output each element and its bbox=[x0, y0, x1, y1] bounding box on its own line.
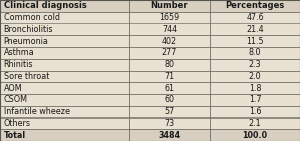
Bar bbox=[0, 94, 129, 106]
Bar bbox=[210, 35, 300, 47]
Bar bbox=[129, 59, 210, 70]
Bar bbox=[210, 129, 300, 141]
Text: 2.0: 2.0 bbox=[249, 72, 261, 81]
Bar bbox=[129, 106, 210, 117]
Bar bbox=[0, 70, 129, 82]
Text: Infantile wheeze: Infantile wheeze bbox=[4, 107, 70, 116]
Text: 277: 277 bbox=[162, 48, 177, 57]
Text: Total: Total bbox=[4, 131, 26, 140]
Text: 2.1: 2.1 bbox=[249, 119, 261, 128]
Bar bbox=[210, 106, 300, 117]
Text: 47.6: 47.6 bbox=[246, 13, 264, 22]
Text: 60: 60 bbox=[164, 95, 175, 104]
Bar bbox=[0, 24, 129, 35]
Bar bbox=[210, 0, 300, 12]
Text: 1.7: 1.7 bbox=[249, 95, 261, 104]
Bar bbox=[0, 12, 129, 24]
Bar bbox=[0, 47, 129, 59]
Bar bbox=[0, 82, 129, 94]
Text: Sore throat: Sore throat bbox=[4, 72, 49, 81]
Bar bbox=[129, 94, 210, 106]
Text: Clinical diagnosis: Clinical diagnosis bbox=[4, 1, 86, 10]
Bar bbox=[129, 35, 210, 47]
Text: 8.0: 8.0 bbox=[249, 48, 261, 57]
Bar bbox=[129, 12, 210, 24]
Bar bbox=[129, 0, 210, 12]
Bar bbox=[210, 47, 300, 59]
Text: 73: 73 bbox=[164, 119, 175, 128]
Text: 71: 71 bbox=[164, 72, 175, 81]
Text: 1.8: 1.8 bbox=[249, 84, 261, 93]
Bar bbox=[210, 59, 300, 70]
Bar bbox=[210, 117, 300, 129]
Text: Rhinitis: Rhinitis bbox=[4, 60, 33, 69]
Bar bbox=[129, 24, 210, 35]
Bar bbox=[129, 47, 210, 59]
Text: Common cold: Common cold bbox=[4, 13, 60, 22]
Bar bbox=[0, 59, 129, 70]
Text: AOM: AOM bbox=[4, 84, 22, 93]
Bar bbox=[0, 129, 129, 141]
Text: CSOM: CSOM bbox=[4, 95, 28, 104]
Text: Others: Others bbox=[4, 119, 31, 128]
Text: Asthma: Asthma bbox=[4, 48, 34, 57]
Bar bbox=[210, 24, 300, 35]
Bar bbox=[210, 94, 300, 106]
Text: 100.0: 100.0 bbox=[242, 131, 268, 140]
Text: 11.5: 11.5 bbox=[246, 37, 264, 46]
Bar bbox=[129, 82, 210, 94]
Bar bbox=[0, 0, 129, 12]
Bar bbox=[0, 117, 129, 129]
Bar bbox=[129, 129, 210, 141]
Text: 21.4: 21.4 bbox=[246, 25, 264, 34]
Bar bbox=[210, 70, 300, 82]
Bar bbox=[210, 12, 300, 24]
Text: Percentages: Percentages bbox=[225, 1, 285, 10]
Text: 3484: 3484 bbox=[158, 131, 181, 140]
Text: 61: 61 bbox=[164, 84, 175, 93]
Text: Bronchiolitis: Bronchiolitis bbox=[4, 25, 53, 34]
Bar bbox=[129, 117, 210, 129]
Text: 744: 744 bbox=[162, 25, 177, 34]
Bar bbox=[0, 35, 129, 47]
Text: 1.6: 1.6 bbox=[249, 107, 261, 116]
Text: 402: 402 bbox=[162, 37, 177, 46]
Bar bbox=[129, 70, 210, 82]
Text: 80: 80 bbox=[164, 60, 175, 69]
Bar bbox=[0, 106, 129, 117]
Text: Number: Number bbox=[151, 1, 188, 10]
Text: Pneumonia: Pneumonia bbox=[4, 37, 49, 46]
Bar bbox=[210, 82, 300, 94]
Text: 57: 57 bbox=[164, 107, 175, 116]
Text: 2.3: 2.3 bbox=[249, 60, 261, 69]
Text: 1659: 1659 bbox=[159, 13, 180, 22]
